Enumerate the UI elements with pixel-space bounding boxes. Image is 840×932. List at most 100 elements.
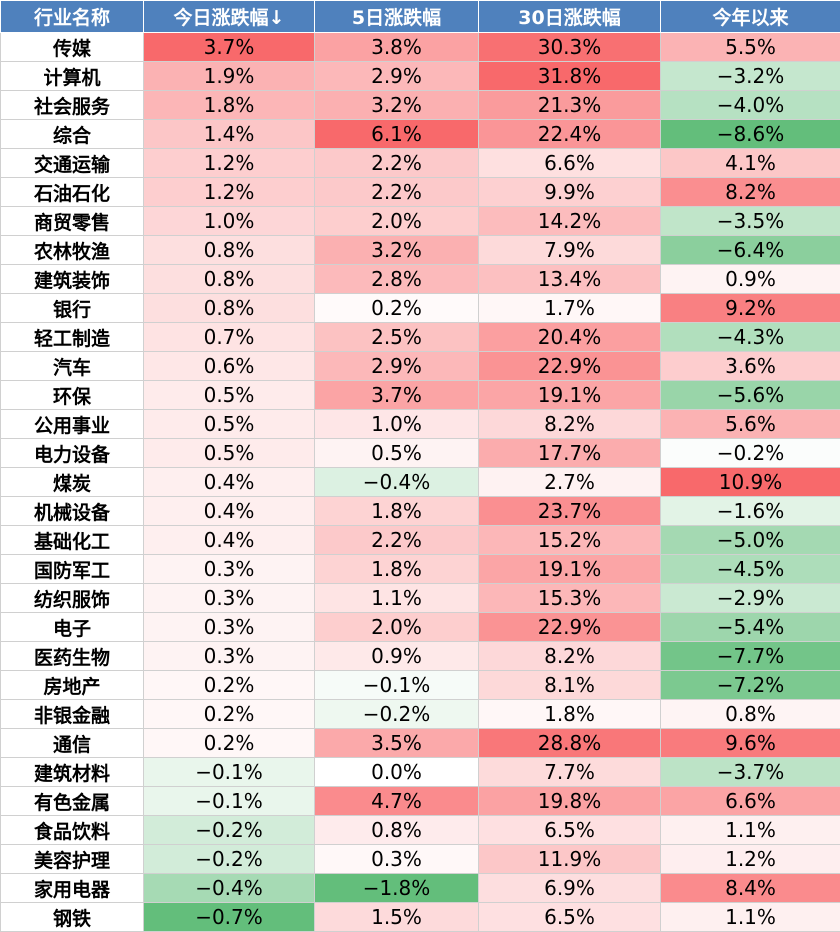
5day-change-cell: 3.2% [315,236,479,265]
30day-change-cell: 15.3% [479,584,661,613]
5day-change-cell: 6.1% [315,120,479,149]
sector-name-cell: 综合 [1,120,144,149]
5day-change-cell: 0.0% [315,758,479,787]
today-change-cell: 1.0% [144,207,315,236]
30day-change-cell: 7.7% [479,758,661,787]
ytd-change-cell: −7.7% [661,642,840,671]
today-change-cell: −0.1% [144,787,315,816]
30day-change-cell: 11.9% [479,845,661,874]
today-change-cell: 1.2% [144,178,315,207]
sector-name-cell: 农林牧渔 [1,236,144,265]
5day-change-cell: 2.9% [315,62,479,91]
30day-change-cell: 23.7% [479,497,661,526]
sector-name-cell: 国防军工 [1,555,144,584]
30day-change-cell: 21.3% [479,91,661,120]
5day-change-cell: 0.2% [315,294,479,323]
5day-change-cell: 3.5% [315,729,479,758]
sector-name-cell: 汽车 [1,352,144,381]
sector-name-cell: 纺织服饰 [1,584,144,613]
ytd-change-cell: 6.6% [661,787,840,816]
sector-name-cell: 传媒 [1,33,144,62]
today-change-cell: 1.2% [144,149,315,178]
sector-name-cell: 医药生物 [1,642,144,671]
30day-change-cell: 19.1% [479,381,661,410]
5day-change-cell: 4.7% [315,787,479,816]
today-change-cell: −0.1% [144,758,315,787]
today-change-cell: 0.2% [144,671,315,700]
ytd-change-cell: −8.6% [661,120,840,149]
30day-change-cell: 1.7% [479,294,661,323]
5day-change-cell: 0.3% [315,845,479,874]
5day-change-cell: 1.1% [315,584,479,613]
5day-change-cell: 2.0% [315,207,479,236]
today-change-cell: 0.3% [144,555,315,584]
sector-name-cell: 石油石化 [1,178,144,207]
30day-change-cell: 2.7% [479,468,661,497]
ytd-change-cell: −4.0% [661,91,840,120]
5day-change-cell: 2.2% [315,149,479,178]
ytd-change-cell: 5.5% [661,33,840,62]
ytd-change-cell: 5.6% [661,410,840,439]
30day-change-cell: 7.9% [479,236,661,265]
sector-name-cell: 建筑装饰 [1,265,144,294]
today-change-cell: 0.2% [144,700,315,729]
table-row: 建筑材料−0.1%0.0%7.7%−3.7% [1,758,840,787]
today-change-cell: 0.5% [144,381,315,410]
sector-name-cell: 轻工制造 [1,323,144,352]
header-30day-change[interactable]: 30日涨跌幅 [479,1,661,33]
sector-name-cell: 电子 [1,613,144,642]
5day-change-cell: 3.7% [315,381,479,410]
today-change-cell: 0.7% [144,323,315,352]
today-change-cell: 1.4% [144,120,315,149]
sector-name-cell: 非银金融 [1,700,144,729]
5day-change-cell: 1.8% [315,555,479,584]
today-change-cell: 0.4% [144,468,315,497]
today-change-cell: 0.3% [144,642,315,671]
sector-name-cell: 计算机 [1,62,144,91]
today-change-cell: 0.2% [144,729,315,758]
table-row: 钢铁−0.7%1.5%6.5%1.1% [1,903,840,932]
today-change-cell: 0.8% [144,294,315,323]
sector-name-cell: 基础化工 [1,526,144,555]
ytd-change-cell: 4.1% [661,149,840,178]
sector-name-cell: 交通运输 [1,149,144,178]
header-ytd-change[interactable]: 今年以来 [661,1,840,33]
ytd-change-cell: 9.6% [661,729,840,758]
sector-name-cell: 环保 [1,381,144,410]
header-5day-change[interactable]: 5日涨跌幅 [315,1,479,33]
header-sector-name[interactable]: 行业名称 [1,1,144,33]
ytd-change-cell: 8.4% [661,874,840,903]
header-row: 行业名称 今日涨跌幅↓ 5日涨跌幅 30日涨跌幅 今年以来 [1,1,840,33]
today-change-cell: −0.2% [144,816,315,845]
today-change-cell: 0.8% [144,265,315,294]
today-change-cell: 0.4% [144,497,315,526]
ytd-change-cell: −5.0% [661,526,840,555]
today-change-cell: 3.7% [144,33,315,62]
table-row: 有色金属−0.1%4.7%19.8%6.6% [1,787,840,816]
5day-change-cell: 2.2% [315,526,479,555]
ytd-change-cell: 10.9% [661,468,840,497]
sector-name-cell: 电力设备 [1,439,144,468]
header-today-change[interactable]: 今日涨跌幅↓ [144,1,315,33]
30day-change-cell: 30.3% [479,33,661,62]
30day-change-cell: 14.2% [479,207,661,236]
5day-change-cell: 2.2% [315,178,479,207]
5day-change-cell: 0.5% [315,439,479,468]
ytd-change-cell: −3.5% [661,207,840,236]
